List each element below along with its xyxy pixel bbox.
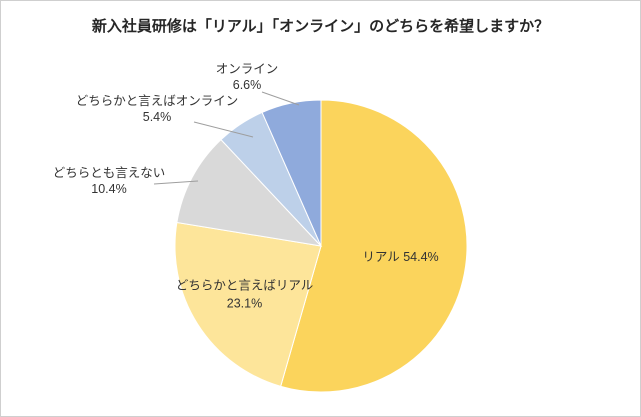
leader-line-4 (261, 91, 300, 106)
slice-label-3: 5.4% (143, 110, 172, 124)
pie-slice-0 (280, 99, 468, 393)
slice-label-1: 23.1% (227, 296, 262, 310)
slice-label-4: 6.6% (233, 78, 262, 92)
slice-label-0: リアル 54.4% (362, 250, 438, 264)
chart-title: 新入社員研修は「リアル」「オンライン」のどちらを希望しますか？ (91, 18, 550, 35)
slice-label-2: 10.4% (91, 182, 126, 196)
slice-label-4: オンライン (216, 62, 279, 76)
pie-slice-4 (261, 99, 322, 247)
slice-label-1: どちらかと言えばリアル (176, 278, 313, 292)
pie-slice-1 (174, 221, 322, 387)
pie-slice-2 (176, 138, 323, 247)
leader-line-3 (193, 121, 254, 138)
leader-line-2 (153, 180, 199, 185)
slice-label-2: どちらとも言えない (53, 166, 166, 180)
slice-label-3: どちらかと言えばオンライン (76, 94, 239, 108)
